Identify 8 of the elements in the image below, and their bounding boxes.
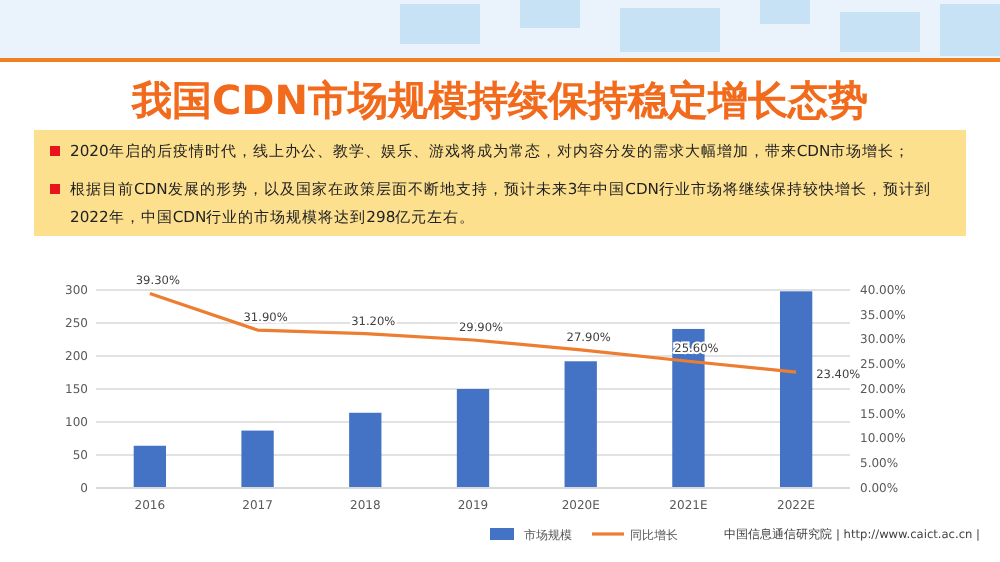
chart-title: 我国CDN市场规模持续保持稳定增长态势 — [129, 76, 869, 124]
bar — [564, 361, 597, 488]
bar — [133, 445, 167, 488]
bar — [241, 430, 274, 488]
line-series — [148, 291, 798, 374]
bar — [349, 412, 382, 488]
bar — [779, 291, 813, 488]
bar — [456, 389, 490, 488]
